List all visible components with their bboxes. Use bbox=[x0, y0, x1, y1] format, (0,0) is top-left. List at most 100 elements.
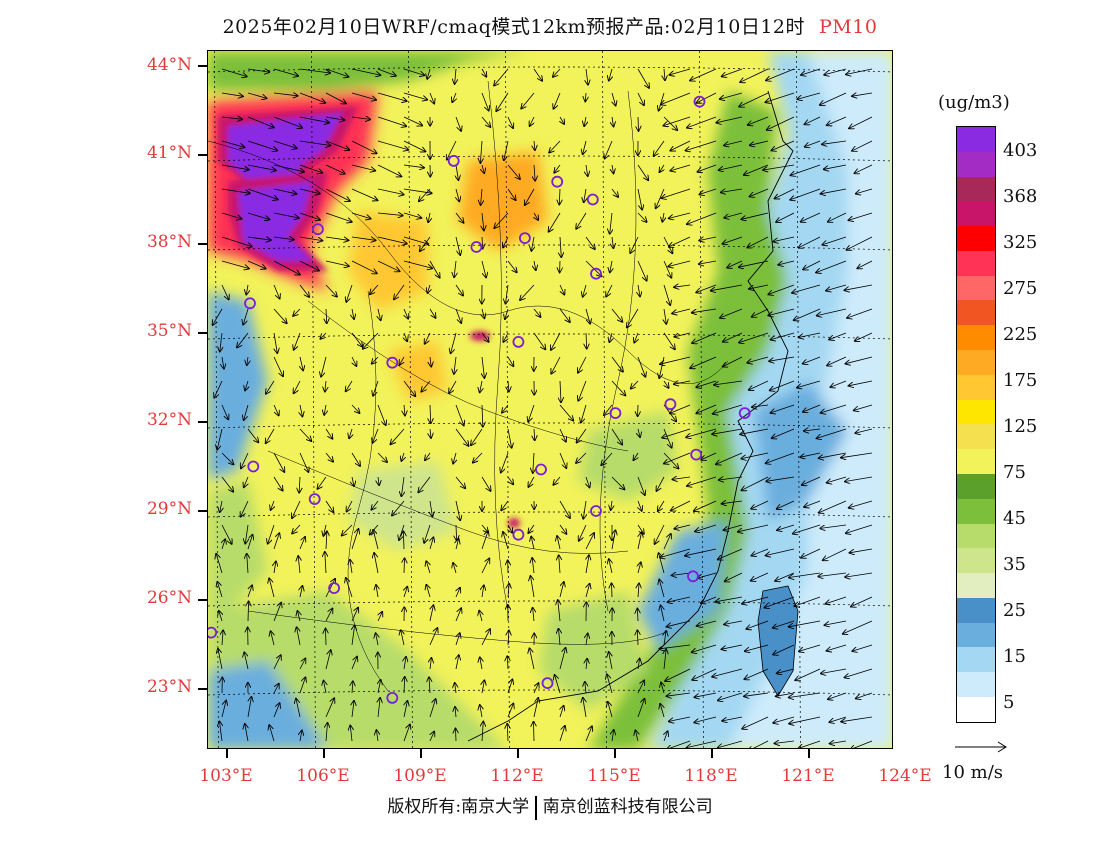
wind-arrow bbox=[325, 237, 348, 240]
wind-arrow bbox=[453, 563, 456, 574]
wind-arrow bbox=[740, 68, 769, 82]
wind-arrow bbox=[583, 698, 586, 718]
wind-arrow bbox=[608, 702, 613, 718]
wind-arrow bbox=[430, 404, 431, 423]
wind-arrow bbox=[701, 452, 717, 460]
wind-arrow bbox=[549, 212, 561, 232]
map-canvas bbox=[208, 51, 892, 748]
wind-arrow bbox=[352, 681, 353, 694]
wind-arrow bbox=[245, 724, 248, 742]
wind-arrow bbox=[479, 611, 482, 622]
wind-arrow bbox=[720, 308, 743, 318]
color-bar-segment bbox=[957, 374, 995, 400]
wind-arrow bbox=[638, 562, 641, 574]
longitude-line bbox=[602, 51, 607, 748]
wind-arrow bbox=[699, 261, 717, 264]
wind-arrow bbox=[430, 500, 432, 516]
wind-arrow bbox=[771, 404, 795, 413]
wind-arrow bbox=[273, 140, 297, 148]
wind-arrow bbox=[403, 725, 410, 742]
wind-arrow bbox=[611, 380, 625, 395]
wind-arrow bbox=[606, 284, 613, 296]
wind-arrow bbox=[671, 500, 691, 511]
wind-arrow bbox=[377, 188, 404, 195]
wind-arrow bbox=[819, 452, 847, 458]
wind-arrow bbox=[216, 554, 223, 574]
wind-arrow bbox=[325, 260, 349, 266]
wind-arrow bbox=[245, 380, 248, 390]
wind-arrow bbox=[690, 68, 717, 81]
wind-arrow bbox=[299, 212, 320, 220]
wind-arrow bbox=[294, 380, 301, 393]
wind-arrow bbox=[480, 380, 482, 392]
wind-arrow bbox=[674, 524, 691, 529]
wind-arrow bbox=[609, 652, 612, 670]
wind-arrow bbox=[718, 548, 743, 559]
wind-arrow bbox=[530, 116, 534, 126]
wind-arrow bbox=[576, 452, 587, 463]
wind-arrow bbox=[404, 404, 405, 415]
color-bar-segment bbox=[957, 548, 995, 574]
wind-arrow bbox=[797, 380, 821, 388]
wind-arrow bbox=[534, 722, 535, 742]
wind-arrow bbox=[247, 92, 267, 98]
wind-arrow bbox=[745, 644, 769, 651]
wind-arrow bbox=[776, 693, 795, 696]
wind-arrow bbox=[424, 524, 431, 543]
wind-arrow bbox=[534, 212, 538, 220]
wind-arrow bbox=[746, 620, 769, 629]
city-marker bbox=[551, 175, 564, 188]
city-marker bbox=[312, 223, 324, 236]
wind-arrow bbox=[213, 308, 223, 325]
color-bar-segment bbox=[957, 498, 995, 524]
wind-arrow bbox=[605, 140, 613, 159]
wind-arrow bbox=[426, 561, 430, 574]
wind-arrow bbox=[657, 476, 665, 491]
wind-arrow bbox=[638, 284, 640, 296]
wind-arrow bbox=[300, 731, 302, 742]
wind-arrow bbox=[766, 548, 795, 556]
wind-arrow bbox=[481, 92, 489, 111]
lat-label-26: 26°N bbox=[146, 588, 192, 608]
legend-label-175: 175 bbox=[1003, 370, 1038, 391]
wind-arrow bbox=[507, 260, 517, 272]
wind-arrow bbox=[404, 308, 408, 319]
wind-arrow bbox=[827, 476, 847, 483]
wind-arrow bbox=[430, 356, 431, 367]
wind-arrow bbox=[430, 658, 431, 670]
lon-label-124: 124°E bbox=[878, 766, 932, 786]
forecast-map[interactable] bbox=[207, 50, 893, 749]
wind-arrow bbox=[804, 500, 821, 507]
wind-arrow bbox=[824, 164, 847, 169]
longitude-line bbox=[311, 51, 316, 748]
wind-arrow bbox=[701, 596, 717, 603]
wind-arrow bbox=[586, 659, 587, 670]
legend-label-403: 403 bbox=[1003, 140, 1038, 161]
wind-arrow bbox=[273, 284, 280, 299]
wind-arrow bbox=[248, 585, 252, 598]
wind-arrow bbox=[534, 428, 535, 440]
wind-arrow bbox=[611, 308, 622, 322]
wind-arrow bbox=[528, 404, 535, 422]
wind-arrow bbox=[829, 332, 847, 340]
lon-label-115: 115°E bbox=[587, 766, 641, 786]
color-bar-segment bbox=[957, 151, 995, 177]
wind-arrow bbox=[687, 212, 717, 224]
wind-arrow bbox=[455, 284, 463, 295]
wind-arrow bbox=[326, 629, 327, 646]
wind-arrow bbox=[244, 404, 249, 420]
wind-arrow bbox=[674, 332, 691, 337]
wind-arrow bbox=[841, 452, 873, 458]
wind-arrow bbox=[217, 428, 223, 450]
wind-arrow bbox=[723, 356, 743, 367]
wind-arrow bbox=[325, 650, 331, 670]
wind-arrow bbox=[750, 188, 769, 197]
wind-arrow bbox=[420, 236, 431, 251]
wind-arrow bbox=[559, 500, 570, 518]
wind-arrow bbox=[797, 92, 821, 99]
wind-arrow bbox=[222, 356, 224, 369]
wind-arrow bbox=[221, 212, 241, 219]
wind-arrow bbox=[391, 428, 405, 444]
wind-arrow bbox=[507, 356, 513, 366]
wind-arrow bbox=[325, 428, 332, 439]
